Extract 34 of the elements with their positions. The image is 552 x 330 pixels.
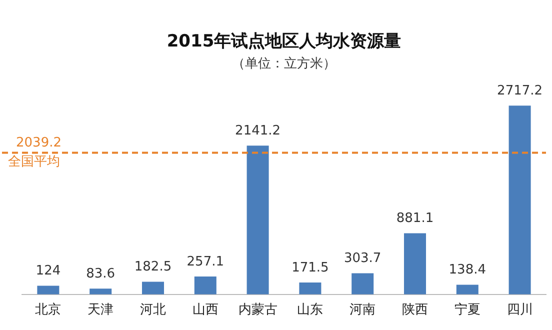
bar: [352, 273, 374, 294]
x-tick-label: 天津: [88, 302, 114, 318]
x-tick-label: 陕西: [402, 302, 428, 318]
x-tick-label: 四川: [506, 302, 533, 318]
chart-title: 2015年试点地区人均水资源量: [166, 32, 402, 52]
bar: [142, 282, 164, 294]
bar: [299, 282, 322, 294]
data-label: 257.1: [186, 254, 224, 270]
bar: [37, 286, 60, 294]
x-tick-label: 内蒙古: [238, 302, 278, 318]
data-label: 303.7: [344, 251, 382, 266]
data-label: 138.4: [448, 262, 486, 278]
data-label: 124: [36, 264, 61, 279]
data-label: 2717.2: [497, 84, 543, 99]
annotation: 2039.2: [16, 136, 62, 151]
x-tick-label: 河北: [140, 302, 166, 318]
x-tick-label: 宁夏: [454, 302, 480, 318]
data-label: 881.1: [396, 211, 434, 226]
bar: [508, 106, 531, 294]
bar: [90, 288, 112, 294]
data-label: 83.6: [86, 266, 116, 282]
data-label: 2141.2: [235, 124, 281, 139]
bar: [246, 146, 269, 294]
data-label: 171.5: [292, 260, 329, 276]
bar: [404, 233, 426, 294]
bar: [194, 276, 216, 294]
bar: [456, 284, 478, 294]
x-tick-label: 河南: [350, 302, 376, 318]
x-tick-label: 山西: [192, 302, 218, 318]
x-tick-label: 山东: [297, 302, 324, 318]
ref-line-label: 全国平均: [8, 154, 60, 170]
chart-subtitle: （单位：立方米）: [232, 56, 336, 72]
data-label: 182.5: [134, 260, 172, 275]
x-tick-label: 北京: [35, 302, 62, 318]
